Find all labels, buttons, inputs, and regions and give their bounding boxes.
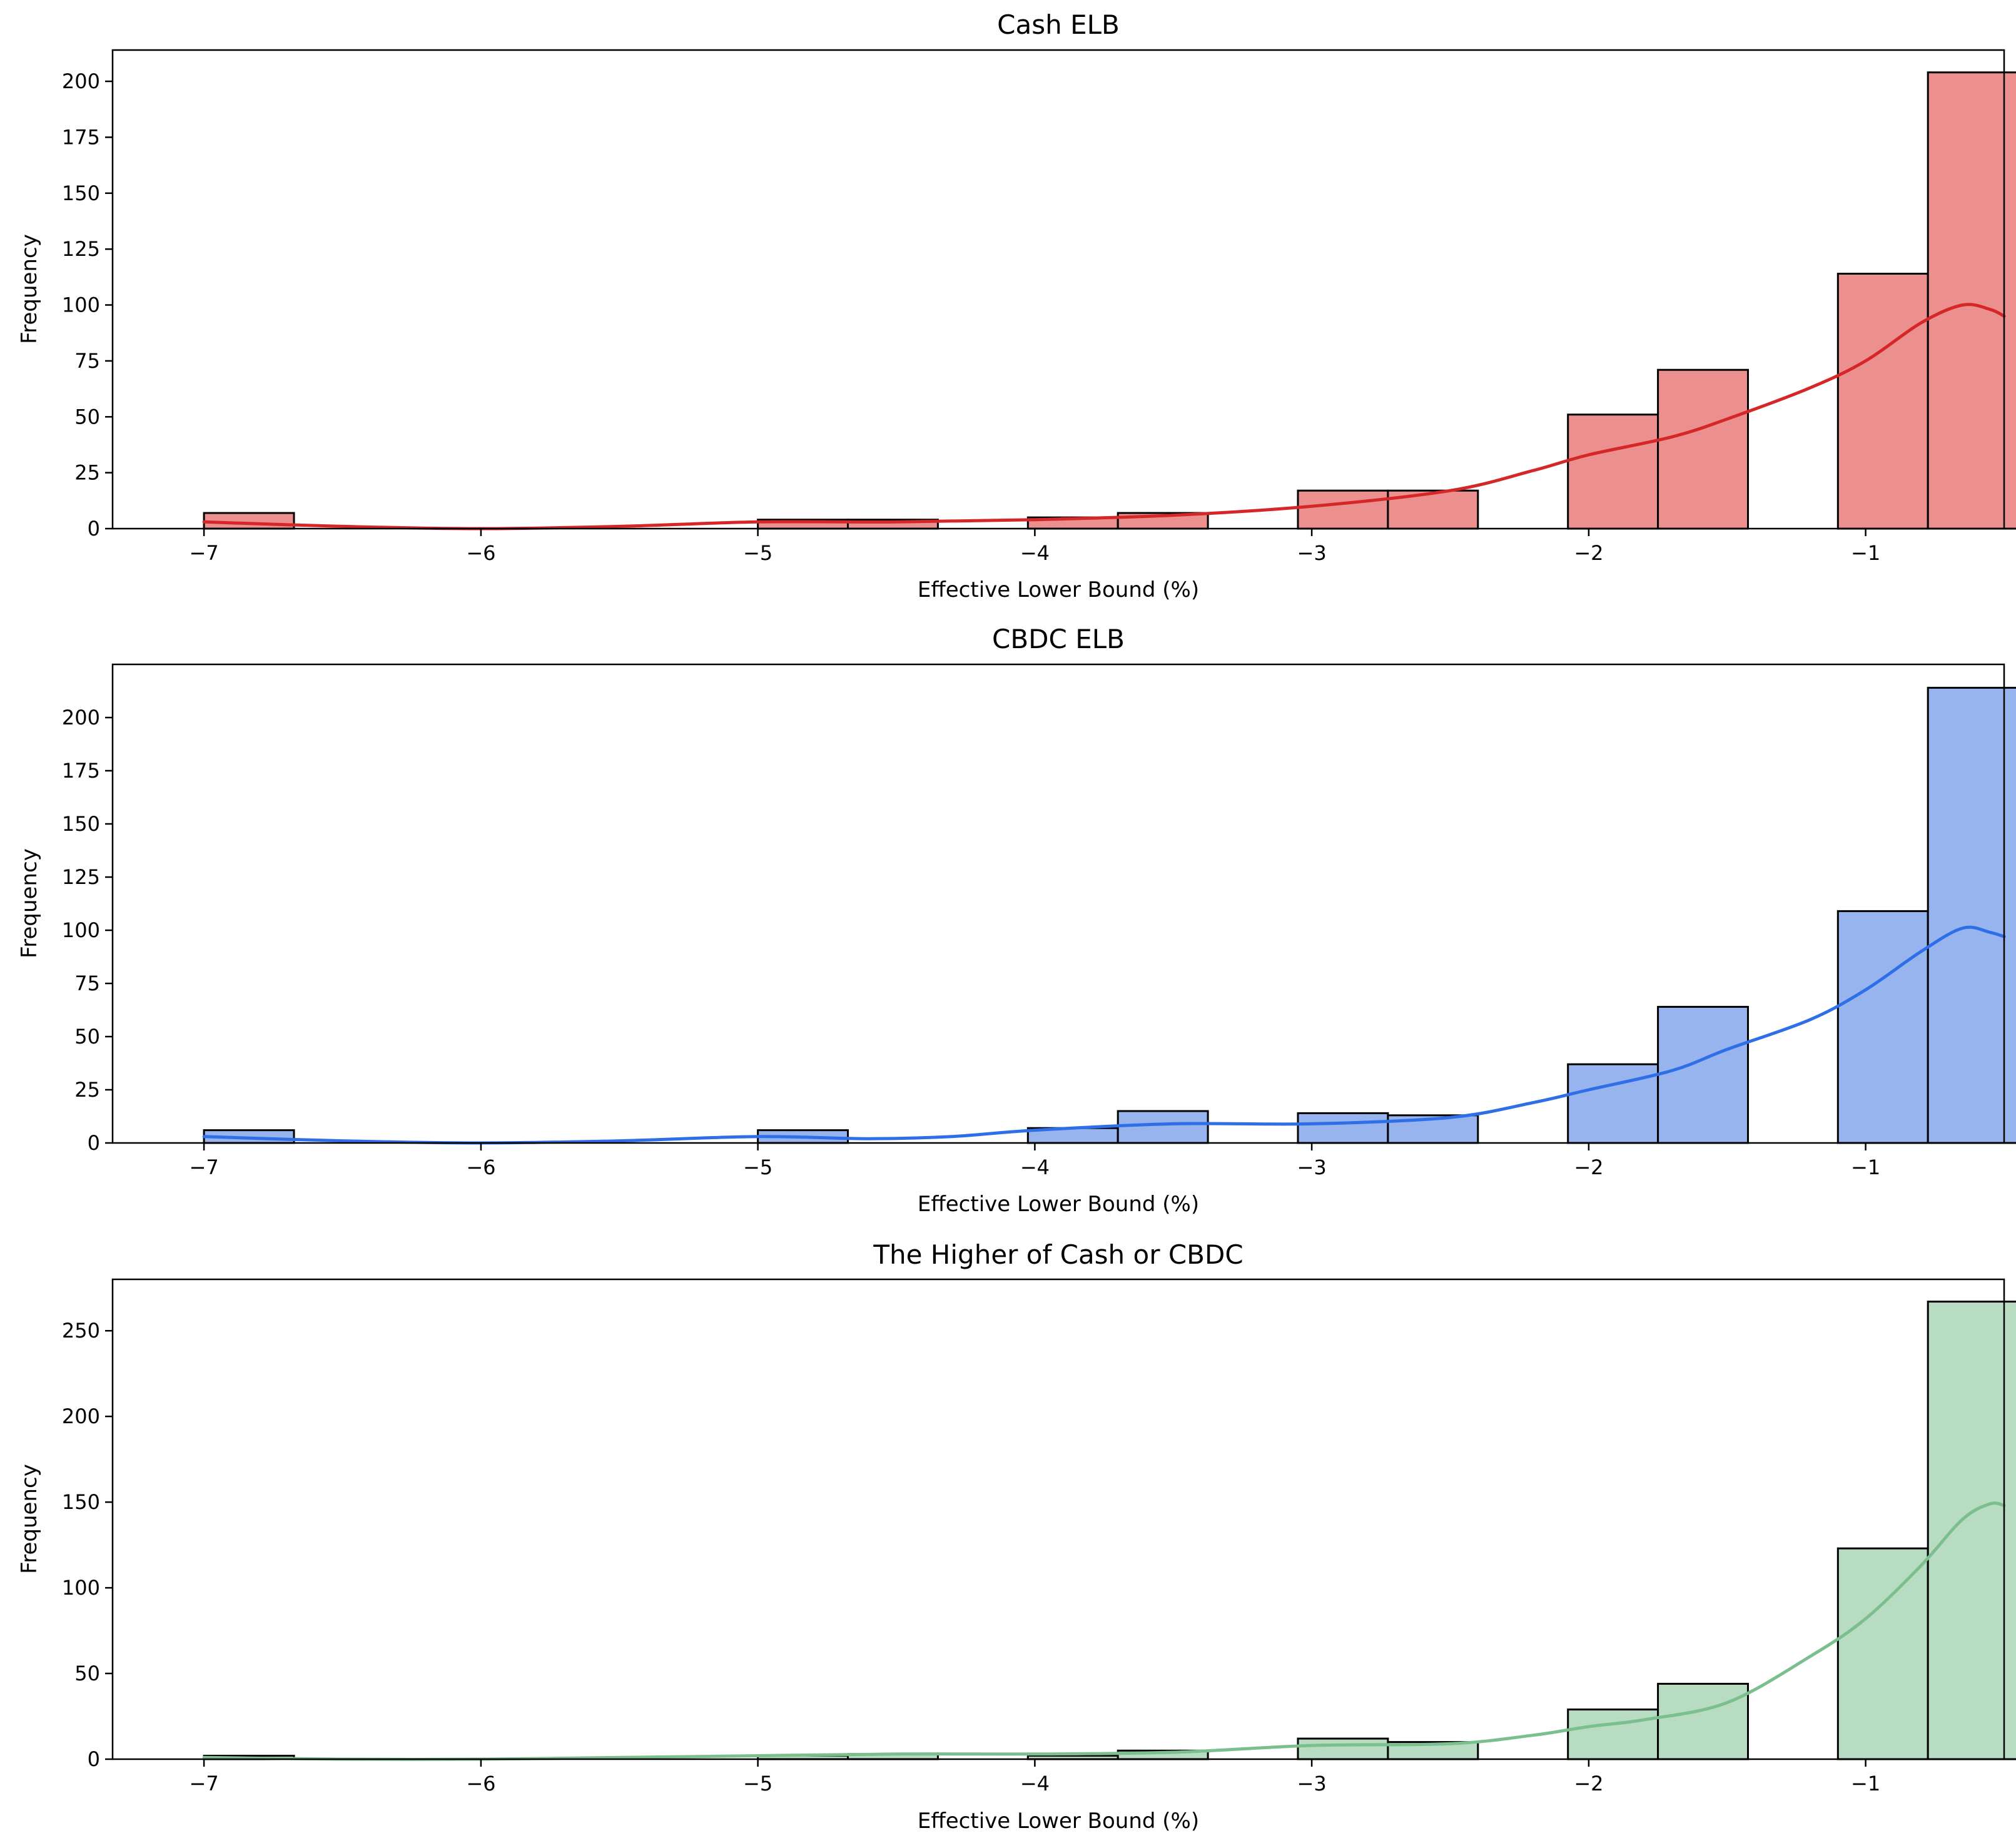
histogram-bar — [1657, 1005, 1750, 1144]
histogram-bar — [1836, 273, 1929, 530]
y-axis-label: Frequency — [17, 848, 42, 958]
x-tick-label: −3 — [1297, 541, 1327, 565]
x-tick-label: −4 — [1020, 1155, 1050, 1179]
y-tick-label: 50 — [74, 1025, 100, 1048]
y-tick-label: 200 — [62, 69, 100, 93]
x-tick-label: −2 — [1574, 1772, 1603, 1795]
y-axis-ticks: 0 25 50 75 100 125 150 175 200 — [62, 69, 113, 541]
y-tick-label: 0 — [88, 1131, 100, 1155]
y-tick-label: 100 — [62, 1576, 100, 1600]
histogram-bar — [1927, 686, 2016, 1144]
y-tick-label: 200 — [62, 1404, 100, 1428]
plot-frame — [111, 1278, 2005, 1760]
y-tick-label: 25 — [74, 461, 100, 485]
histogram-bar — [1297, 1737, 1389, 1760]
x-tick-label: −2 — [1574, 1155, 1603, 1179]
y-tick-label: 0 — [88, 517, 100, 541]
x-tick-label: −6 — [466, 1155, 495, 1179]
histogram-bar — [1567, 414, 1659, 530]
x-axis-ticks: −7 −6 −5 −4 −3 −2 −1 — [190, 529, 1880, 565]
x-tick-label: −3 — [1297, 1155, 1327, 1179]
x-tick-label: −7 — [190, 1772, 219, 1795]
y-tick-label: 200 — [62, 706, 100, 729]
y-tick-label: 150 — [62, 181, 100, 205]
panel-title: The Higher of Cash or CBDC — [873, 1239, 1243, 1270]
y-tick-label: 25 — [74, 1078, 100, 1102]
y-tick-label: 75 — [74, 349, 100, 373]
histogram-bar — [1117, 1110, 1209, 1144]
y-tick-label: 50 — [74, 1662, 100, 1685]
y-axis-label: Frequency — [17, 234, 42, 344]
x-tick-label: −1 — [1851, 1155, 1880, 1179]
x-tick-label: −6 — [466, 1772, 495, 1795]
x-tick-label: −4 — [1020, 1772, 1050, 1795]
y-tick-label: 0 — [88, 1747, 100, 1771]
kde-curve — [202, 925, 2006, 1145]
histogram-bar — [1657, 368, 1750, 530]
x-tick-label: −7 — [190, 541, 219, 565]
y-tick-label: 75 — [74, 972, 100, 995]
y-tick-label: 125 — [62, 865, 100, 889]
y-tick-label: 100 — [62, 293, 100, 317]
x-axis-ticks: −7 −6 −5 −4 −3 −2 −1 — [190, 1143, 1880, 1179]
x-tick-label: −4 — [1020, 541, 1050, 565]
histogram-bar — [1297, 489, 1389, 530]
x-tick-label: −2 — [1574, 541, 1603, 565]
y-tick-label: 150 — [62, 812, 100, 836]
x-axis-label: Effective Lower Bound (%) — [918, 1192, 1199, 1217]
y-tick-label: 125 — [62, 237, 100, 261]
x-tick-label: −6 — [466, 541, 495, 565]
x-tick-label: −3 — [1297, 1772, 1327, 1795]
histogram-bar — [1836, 1547, 1929, 1760]
kde-curve — [202, 303, 2006, 531]
x-tick-label: −5 — [743, 541, 772, 565]
x-tick-label: −1 — [1851, 541, 1880, 565]
x-axis-label: Effective Lower Bound (%) — [918, 577, 1199, 602]
x-axis-ticks: −7 −6 −5 −4 −3 −2 −1 — [190, 1759, 1880, 1795]
x-tick-label: −5 — [743, 1772, 772, 1795]
panel-title: CBDC ELB — [992, 624, 1125, 654]
x-tick-label: −1 — [1851, 1772, 1880, 1795]
panel-cbdc-elb: CBDC ELB Frequency Effective Lower Bound… — [17, 624, 2016, 1217]
histogram-bar — [1297, 1112, 1389, 1144]
histogram-bar — [1657, 1683, 1750, 1760]
x-axis-label: Effective Lower Bound (%) — [918, 1809, 1199, 1834]
y-tick-label: 100 — [62, 918, 100, 942]
panel-higher-cash-or-cbdc: The Higher of Cash or CBDC Frequency Eff… — [17, 1239, 2016, 1834]
y-tick-label: 250 — [62, 1319, 100, 1343]
kde-curve — [202, 1501, 2006, 1761]
plot-frame — [111, 663, 2005, 1144]
histogram-bars — [203, 686, 2016, 1144]
y-tick-label: 150 — [62, 1490, 100, 1514]
histogram-bar — [1927, 1301, 2016, 1760]
histogram-bar — [1927, 71, 2016, 530]
y-tick-label: 175 — [62, 759, 100, 783]
y-axis-ticks: 0 25 50 75 100 125 150 175 200 — [62, 706, 113, 1155]
histogram-bars — [203, 1301, 2016, 1760]
y-tick-label: 175 — [62, 125, 100, 149]
y-axis-label: Frequency — [17, 1464, 42, 1574]
x-tick-label: −7 — [190, 1155, 219, 1179]
panel-cash-elb: Cash ELB Frequency Effective Lower Bound… — [17, 9, 2016, 602]
y-axis-ticks: 0 50 100 150 200 250 — [62, 1319, 113, 1771]
y-tick-label: 50 — [74, 405, 100, 429]
histogram-bar — [1567, 1708, 1659, 1760]
plot-frame — [111, 49, 2005, 530]
histogram-bar — [1836, 910, 1929, 1144]
x-tick-label: −5 — [743, 1155, 772, 1179]
histogram-bar — [203, 512, 295, 530]
panel-title: Cash ELB — [997, 9, 1120, 40]
histogram-bars — [203, 71, 2016, 530]
